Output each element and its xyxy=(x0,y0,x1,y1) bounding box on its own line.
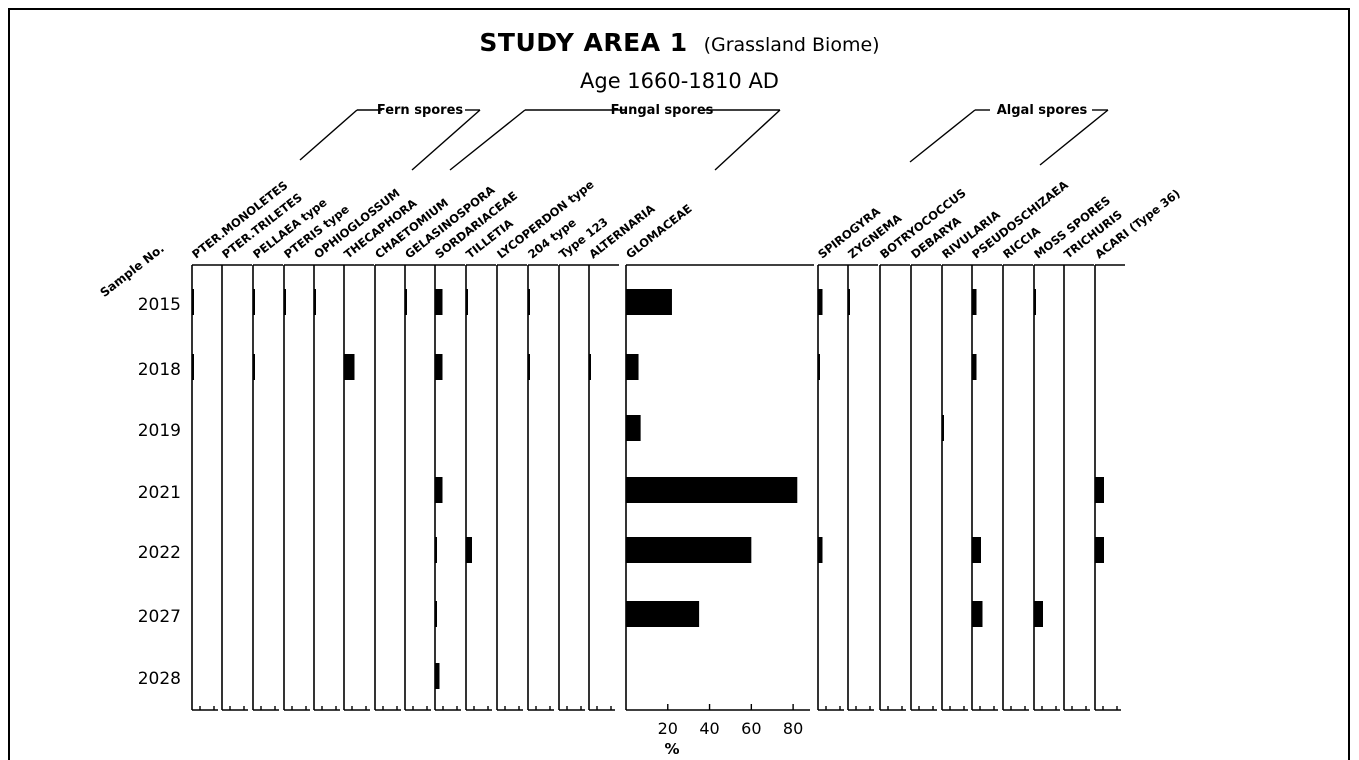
bar xyxy=(435,601,437,627)
x-tick-label: 20 xyxy=(658,719,678,738)
sample-label: 2021 xyxy=(138,483,181,503)
bar xyxy=(1095,537,1104,563)
sample-label: 2015 xyxy=(138,295,181,315)
bar xyxy=(626,601,700,627)
sample-label: 2022 xyxy=(138,543,181,563)
group-bracket-line xyxy=(411,109,481,171)
bar xyxy=(192,354,194,380)
chart-frame xyxy=(8,8,1350,760)
bar xyxy=(818,289,823,315)
bar xyxy=(1034,601,1043,627)
chart-title-main: STUDY AREA 1 xyxy=(479,28,688,57)
x-tick-label: 60 xyxy=(741,719,761,738)
bar xyxy=(435,354,443,380)
bar xyxy=(626,415,641,441)
group-label: Algal spores xyxy=(997,103,1088,118)
chart-title-suffix: (Grassland Biome) xyxy=(703,34,880,56)
bar xyxy=(972,289,977,315)
x-axis-unit: % xyxy=(664,740,679,756)
sample-label: 2018 xyxy=(138,360,181,380)
bar xyxy=(435,663,440,689)
bar xyxy=(626,477,798,503)
bar xyxy=(626,289,672,315)
group-bracket-line xyxy=(449,109,526,171)
x-tick-label: 80 xyxy=(783,719,803,738)
sample-label: 2027 xyxy=(138,607,181,627)
group-bracket-line xyxy=(909,109,976,163)
chart-title: STUDY AREA 1 (Grassland Biome) xyxy=(0,28,1359,57)
group-bracket-line xyxy=(1039,109,1109,166)
x-tick-label: 40 xyxy=(699,719,719,738)
bar xyxy=(284,289,286,315)
bar xyxy=(314,289,316,315)
sample-label: 2019 xyxy=(138,421,181,441)
bar xyxy=(528,289,530,315)
group-bracket-line xyxy=(714,109,781,171)
bar xyxy=(818,537,823,563)
bar xyxy=(466,537,472,563)
taxon-label: GLOMACEAE xyxy=(623,201,694,261)
sample-label: 2028 xyxy=(138,669,181,689)
group-bracket-line xyxy=(299,109,358,161)
group-label: Fungal spores xyxy=(611,103,714,118)
bar xyxy=(344,354,355,380)
bar xyxy=(435,289,443,315)
group-label: Fern spores xyxy=(377,103,464,118)
bar xyxy=(942,415,944,441)
bar xyxy=(405,289,407,315)
bar xyxy=(972,601,983,627)
bar xyxy=(435,477,443,503)
bar xyxy=(253,289,255,315)
bar xyxy=(626,354,639,380)
bar xyxy=(589,354,591,380)
bar xyxy=(466,289,468,315)
bar xyxy=(435,537,437,563)
sample-header: Sample No. xyxy=(97,241,166,300)
bar xyxy=(192,289,194,315)
bar xyxy=(848,289,850,315)
bar xyxy=(972,537,981,563)
bar xyxy=(818,354,820,380)
bar xyxy=(1095,477,1104,503)
bar xyxy=(1034,289,1036,315)
bar xyxy=(626,537,752,563)
bar xyxy=(253,354,255,380)
chart-subtitle: Age 1660-1810 AD xyxy=(580,69,779,93)
bar xyxy=(972,354,977,380)
bar xyxy=(528,354,530,380)
